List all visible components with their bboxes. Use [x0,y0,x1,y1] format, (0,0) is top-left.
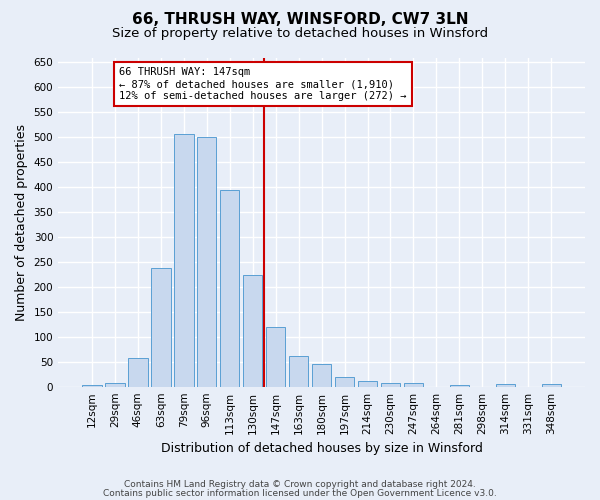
Bar [449,384,469,386]
Bar [105,382,125,386]
Text: 66, THRUSH WAY, WINSFORD, CW7 3LN: 66, THRUSH WAY, WINSFORD, CW7 3LN [132,12,468,28]
Bar [358,380,377,386]
Bar [151,268,170,386]
Text: Size of property relative to detached houses in Winsford: Size of property relative to detached ho… [112,28,488,40]
X-axis label: Distribution of detached houses by size in Winsford: Distribution of detached houses by size … [161,442,482,455]
Bar [220,190,239,386]
Bar [404,382,423,386]
Bar [128,358,148,386]
Bar [174,134,194,386]
Text: 66 THRUSH WAY: 147sqm
← 87% of detached houses are smaller (1,910)
12% of semi-d: 66 THRUSH WAY: 147sqm ← 87% of detached … [119,68,407,100]
Bar [312,364,331,386]
Bar [243,276,262,386]
Bar [82,384,101,386]
Text: Contains public sector information licensed under the Open Government Licence v3: Contains public sector information licen… [103,489,497,498]
Bar [335,376,355,386]
Text: Contains HM Land Registry data © Crown copyright and database right 2024.: Contains HM Land Registry data © Crown c… [124,480,476,489]
Bar [381,382,400,386]
Bar [542,384,561,386]
Bar [289,356,308,386]
Y-axis label: Number of detached properties: Number of detached properties [15,124,28,320]
Bar [266,327,286,386]
Bar [197,138,217,386]
Bar [496,384,515,386]
